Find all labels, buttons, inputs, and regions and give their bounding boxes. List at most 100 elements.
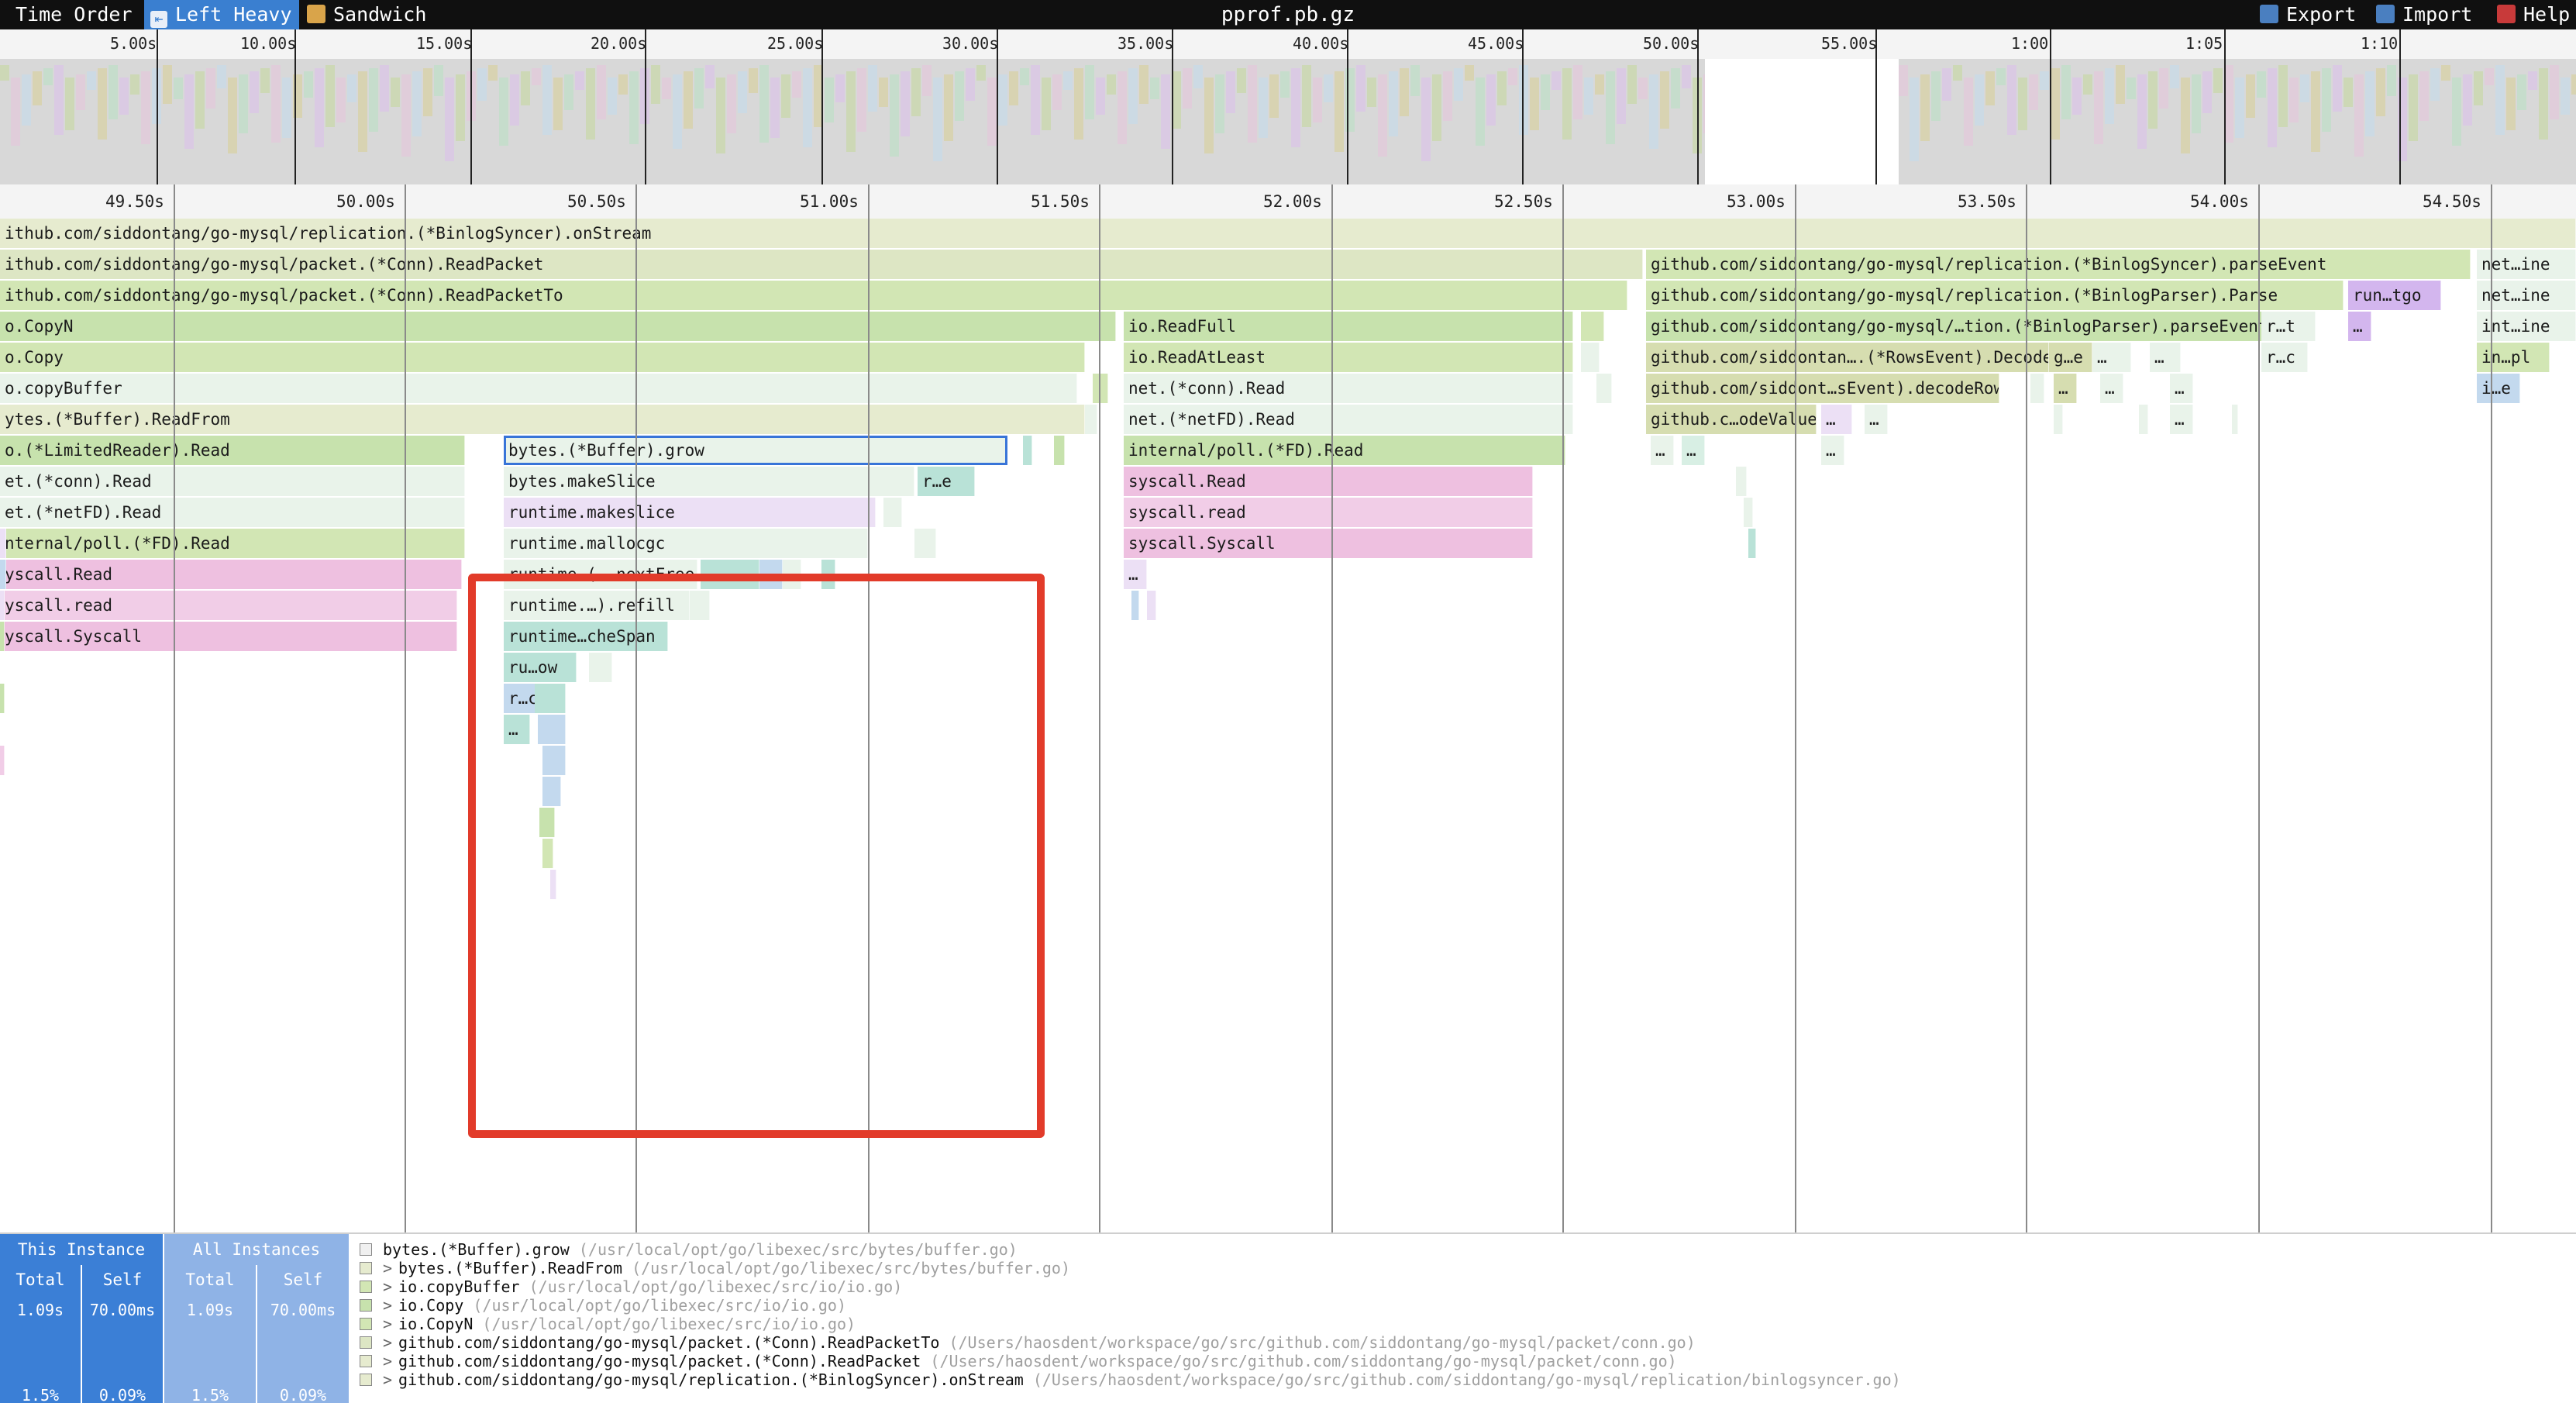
flame-frame-sliver[interactable] xyxy=(0,746,5,775)
flame-frame-sliver[interactable] xyxy=(1054,436,1065,465)
flame-frame-sliver[interactable] xyxy=(0,529,6,558)
flame-frame[interactable]: … xyxy=(2348,312,2371,341)
flame-frame[interactable]: runtime.makeslice xyxy=(504,498,876,527)
flame-frame[interactable]: … xyxy=(2092,343,2131,372)
flame-frame[interactable]: github.com/siddontang/go-mysql/replicati… xyxy=(1646,281,2344,310)
flame-frame[interactable]: i…e xyxy=(2477,374,2520,403)
flame-frame[interactable]: yscall.Syscall xyxy=(0,622,457,651)
flame-frame-sliver[interactable] xyxy=(0,591,5,620)
flame-frame[interactable]: ithub.com/siddontang/go-mysql/packet.(*C… xyxy=(0,250,1643,279)
flame-frame-sliver[interactable] xyxy=(1596,374,1612,403)
flame-frame[interactable]: yscall.read xyxy=(0,591,457,620)
flame-frame[interactable]: … xyxy=(1651,436,1674,465)
flame-frame-sliver[interactable] xyxy=(1736,467,1747,496)
flame-frame[interactable]: syscall.Syscall xyxy=(1124,529,1533,558)
flame-frame[interactable]: runtime.(….nextFree xyxy=(504,560,697,589)
flame-frame-sliver[interactable] xyxy=(535,684,566,713)
flame-frame[interactable]: … xyxy=(2170,405,2193,434)
stack-row[interactable]: > bytes.(*Buffer).ReadFrom (/usr/local/op… xyxy=(356,1259,2573,1277)
flame-frame-sliver[interactable] xyxy=(539,808,555,837)
flame-frame[interactable]: github.com/siddontang/go-mysql/replicati… xyxy=(1646,250,2471,279)
stack-row[interactable]: > io.Copy (/usr/local/opt/go/libexec/src/… xyxy=(356,1296,2573,1315)
flame-frame[interactable]: o.copyBuffer xyxy=(0,374,1077,403)
flame-frame-sliver[interactable] xyxy=(0,560,6,589)
flame-frame[interactable]: r…c xyxy=(2261,343,2308,372)
flame-frame[interactable]: … xyxy=(2054,374,2077,403)
flame-frame[interactable]: ytes.(*Buffer).ReadFrom xyxy=(0,405,1085,434)
stack-row[interactable]: bytes.(*Buffer).grow (/usr/local/opt/go/… xyxy=(356,1240,2573,1259)
flame-frame[interactable]: net.(*netFD).Read xyxy=(1124,405,1573,434)
flame-frame-sliver[interactable] xyxy=(821,560,835,589)
flame-frame-sliver[interactable] xyxy=(914,529,936,558)
minimap[interactable]: 5.00s 10.00s 15.00s 20.00s 25.00s 30.00s 35.00… xyxy=(0,29,2576,184)
flame-frame[interactable]: bytes.(*Buffer).grow xyxy=(504,436,1007,465)
flame-frame[interactable]: … xyxy=(1682,436,1705,465)
flame-frame[interactable]: syscall.read xyxy=(1124,498,1533,527)
flame-frame-sliver[interactable] xyxy=(589,653,612,682)
flame-graph[interactable]: ithub.com/siddontang/go-mysql/replicatio… xyxy=(0,184,2576,1232)
flame-frame-sliver[interactable] xyxy=(1581,312,1604,341)
flame-frame[interactable]: … xyxy=(1821,405,1852,434)
flame-frame[interactable]: … xyxy=(1821,436,1844,465)
stack-row[interactable]: > io.copyBuffer (/usr/local/opt/go/libexe… xyxy=(356,1277,2573,1296)
sandwich-tab[interactable]: Sandwich xyxy=(304,0,446,29)
flame-frame-sliver[interactable] xyxy=(1085,405,1097,434)
flame-frame-sliver[interactable] xyxy=(2139,405,2148,434)
flame-frame[interactable]: runtime…cheSpan xyxy=(504,622,668,651)
flame-frame-sliver[interactable] xyxy=(783,560,801,589)
flame-frame-sliver[interactable] xyxy=(550,870,556,899)
stack-row[interactable]: > github.com/siddontang/go-mysql/packet.(… xyxy=(356,1333,2573,1352)
flame-frame[interactable]: io.ReadFull xyxy=(1124,312,1573,341)
flame-frame[interactable]: … xyxy=(2150,343,2181,372)
flame-frame-sliver[interactable] xyxy=(542,839,553,868)
flame-frame[interactable]: syscall.Read xyxy=(1124,467,1533,496)
left-heavy-tab[interactable]: ⇤ Left Heavy xyxy=(144,0,299,29)
stack-row[interactable]: > github.com/siddontang/go-mysql/packet.(… xyxy=(356,1352,2573,1370)
flame-frame[interactable]: ithub.com/siddontang/go-mysql/replicatio… xyxy=(0,219,2576,248)
flame-frame-sliver[interactable] xyxy=(1744,498,1753,527)
flame-frame[interactable]: run…tgo xyxy=(2348,281,2441,310)
flame-frame-sliver[interactable] xyxy=(1023,436,1032,465)
flame-frame-sliver[interactable] xyxy=(1748,529,1756,558)
flame-frame-sliver[interactable] xyxy=(2054,405,2063,434)
flame-frame-sliver[interactable] xyxy=(728,560,759,589)
flame-frame[interactable]: o.Copy xyxy=(0,343,1085,372)
flame-frame[interactable]: … xyxy=(1865,405,1888,434)
flame-frame[interactable]: github.com/siddont…sEvent).decodeRows xyxy=(1646,374,1999,403)
help-button[interactable]: Help xyxy=(2497,0,2576,29)
flame-frame-sliver[interactable] xyxy=(542,777,561,806)
flame-frame[interactable]: net.(*conn).Read xyxy=(1124,374,1573,403)
export-button[interactable]: Export xyxy=(2260,0,2376,29)
flame-frame-sliver[interactable] xyxy=(2030,374,2044,403)
flame-frame[interactable]: … xyxy=(1124,560,1147,589)
stack-row[interactable]: > io.CopyN (/usr/local/opt/go/libexec/src… xyxy=(356,1315,2573,1333)
flame-frame[interactable]: github.c…odeValue xyxy=(1646,405,1817,434)
flame-frame-sliver[interactable] xyxy=(542,746,566,775)
flame-frame[interactable]: internal/poll.(*FD).Read xyxy=(1124,436,1565,465)
flame-frame[interactable]: o.CopyN xyxy=(0,312,1116,341)
flame-frame[interactable]: et.(*conn).Read xyxy=(0,467,465,496)
flame-frame[interactable]: github.com/siddontang/go-mysql/…tion.(*B… xyxy=(1646,312,2297,341)
flame-frame[interactable]: r…e xyxy=(918,467,975,496)
flame-frame[interactable]: net…ine xyxy=(2477,250,2576,279)
flame-frame[interactable]: runtime.…).refill xyxy=(504,591,690,620)
flame-frame[interactable]: github.com/siddontan….(*RowsEvent).Decod… xyxy=(1646,343,2049,372)
minimap-overview[interactable] xyxy=(0,59,2576,184)
flame-frame-sliver[interactable] xyxy=(0,622,5,651)
flame-frame[interactable]: … xyxy=(504,715,530,744)
flame-frame[interactable]: yscall.Read xyxy=(0,560,462,589)
flame-frame-sliver[interactable] xyxy=(2232,405,2238,434)
flame-frame[interactable]: int…ine xyxy=(2477,312,2576,341)
flame-frame-sliver[interactable] xyxy=(690,591,710,620)
import-button[interactable]: Import xyxy=(2376,0,2492,29)
flame-frame-sliver[interactable] xyxy=(1581,343,1600,372)
flame-frame-sliver[interactable] xyxy=(883,498,902,527)
flame-frame-sliver[interactable] xyxy=(759,560,783,589)
flame-frame[interactable]: … xyxy=(2170,374,2193,403)
flame-frame[interactable]: ru…ow xyxy=(504,653,577,682)
time-order-tab[interactable]: Time Order xyxy=(0,0,157,29)
flame-frame[interactable]: io.ReadAtLeast xyxy=(1124,343,1573,372)
flame-frame[interactable]: r…t xyxy=(2261,312,2316,341)
flame-frame[interactable]: … xyxy=(2100,374,2123,403)
flame-frame-sliver[interactable] xyxy=(0,684,5,713)
